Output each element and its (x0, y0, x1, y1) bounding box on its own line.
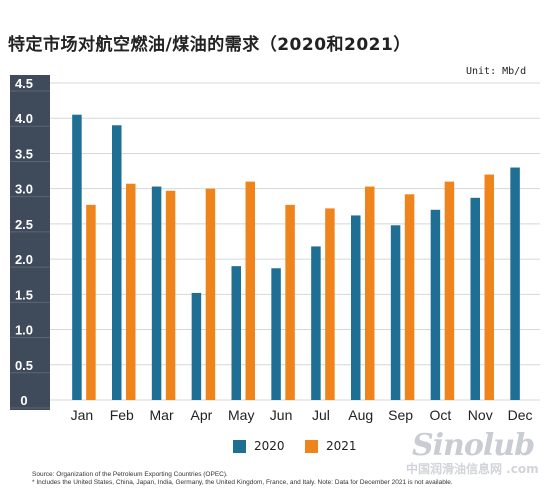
y-tick-label: 2.0 (15, 252, 33, 267)
x-tick-label: Sep (388, 407, 413, 423)
bar-2021-jan (86, 204, 96, 400)
y-tick-label: 2.5 (15, 217, 33, 232)
source-line-2: * Includes the United States, China, Jap… (32, 479, 453, 486)
x-tick-label: Aug (348, 407, 373, 423)
x-tick-label: May (228, 407, 254, 423)
x-tick-label: Nov (468, 407, 493, 423)
x-tick-label: Jul (312, 407, 330, 423)
legend-swatch-2020 (233, 439, 246, 453)
bar-2020-sep (390, 225, 401, 400)
bar-2021-aug (365, 186, 375, 400)
bar-2020-may (231, 266, 241, 400)
bar-2020-dec (510, 167, 520, 400)
bar-2020-nov (470, 197, 480, 400)
unit-label: Unit: Mb/d (466, 66, 527, 77)
watermark-logo: Sinolub 中国润滑油信息网 .com (398, 428, 546, 488)
bar-2020-oct (430, 209, 441, 400)
bar-2021-mar (165, 190, 176, 400)
bar-2020-feb (112, 125, 122, 401)
bar-2020-jan (72, 114, 82, 400)
bar-2021-feb (126, 183, 136, 400)
y-tick-label: 1.5 (15, 287, 33, 302)
x-tick-label: Dec (508, 407, 533, 423)
bar-2021-nov (484, 174, 494, 400)
bar-2021-jul (325, 208, 335, 400)
bar-2020-jul (311, 246, 321, 400)
legend-item-2020: 2020 (233, 439, 285, 453)
x-tick-label: Feb (110, 407, 134, 423)
bar-2021-may (245, 181, 255, 400)
legend-label-2021: 2021 (326, 439, 357, 453)
y-tick-label: 3.0 (15, 182, 33, 197)
bar-2020-jun (271, 268, 281, 400)
legend-label-2020: 2020 (254, 439, 285, 453)
y-tick-label: 4.0 (15, 111, 33, 126)
legend-swatch-2021 (305, 439, 318, 453)
x-tick-label: Apr (191, 407, 213, 423)
y-tick-label: 0.5 (15, 358, 33, 373)
y-tick-label: 1.0 (15, 323, 33, 338)
y-tick-label: 3.5 (15, 146, 33, 161)
y-tick-label: 0 (20, 393, 27, 408)
bar-2020-mar (151, 186, 162, 400)
x-tick-labels: Jan Feb Mar Apr May Jun Jul Aug Sep Oct Nov Dec (71, 407, 533, 423)
source-line-1: Source: Organization of the Petroleum Ex… (32, 471, 228, 478)
source-note: Source: Organization of the Petroleum Ex… (32, 471, 453, 487)
x-tick-label: Jan (71, 407, 94, 423)
bar-2020-aug (351, 215, 361, 400)
watermark-subtitle: 中国润滑油信息网 .com (406, 462, 539, 476)
bar-2021-apr (205, 188, 216, 400)
y-tick-labels: 0 0.5 1.0 1.5 2.0 2.5 3.0 3.5 4.0 4.5 (10, 76, 50, 409)
bar-2021-sep (404, 194, 415, 400)
y-axis-band (10, 75, 50, 410)
x-tick-label: Mar (150, 407, 174, 423)
chart-title: 特定市场对航空燃油/煤油的需求（2020和2021） (8, 35, 411, 55)
bar-2020-apr (191, 292, 202, 400)
bar-2021-jun (285, 204, 295, 400)
bars (72, 114, 520, 401)
y-tick-label: 4.5 (15, 76, 33, 91)
bar-2021-oct (444, 181, 455, 400)
legend-item-2021: 2021 (305, 439, 357, 453)
x-tick-label: Jun (270, 407, 293, 423)
x-tick-label: Oct (430, 407, 452, 423)
watermark-logo-text: Sinolub (412, 428, 535, 463)
